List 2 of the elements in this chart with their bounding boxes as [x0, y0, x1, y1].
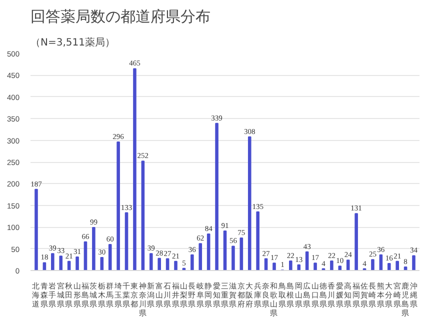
chart-title: 回答薬局数の都道府県分布 — [30, 8, 210, 26]
chart-subtitle: （N=3,511薬局） — [30, 36, 115, 48]
